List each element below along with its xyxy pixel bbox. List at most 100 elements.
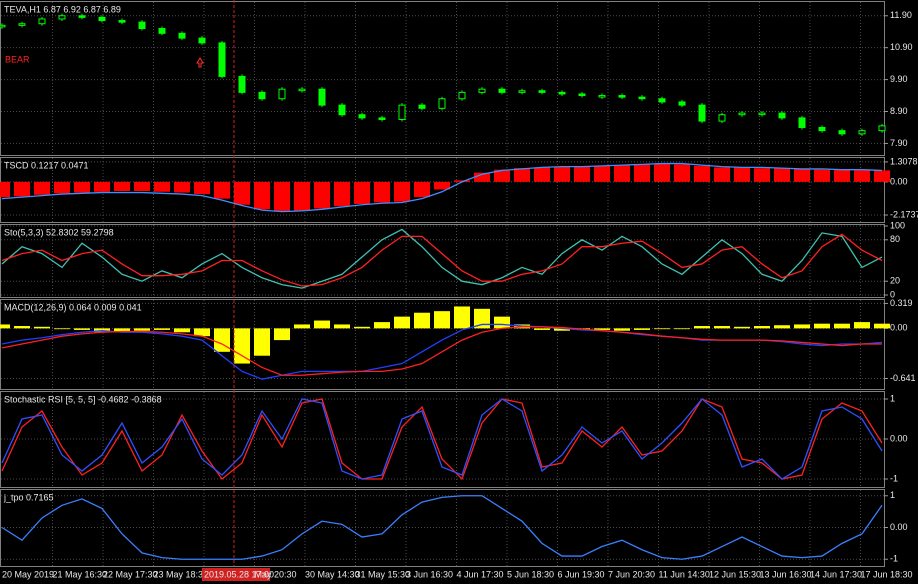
- bar: [294, 324, 310, 329]
- bar: [774, 325, 790, 329]
- x-tick-label: 22 May 17:30: [103, 569, 158, 579]
- x-tick-label: 4 Jun 17:30: [457, 569, 504, 579]
- x-label-highlight: [202, 568, 270, 581]
- candle: [358, 114, 366, 119]
- candle: [378, 117, 386, 120]
- y-tick-label: 7.90: [890, 138, 908, 148]
- bar: [674, 164, 690, 182]
- bar: [274, 328, 290, 341]
- bar: [314, 181, 330, 209]
- bar: [394, 181, 410, 202]
- candle: [58, 15, 66, 20]
- bar: [354, 326, 370, 329]
- candle: [238, 75, 246, 93]
- y-tick-label: 20: [890, 276, 900, 286]
- pane-frame: [0, 224, 885, 298]
- bar: [694, 326, 710, 329]
- bar: [454, 306, 470, 329]
- candle: [158, 28, 166, 34]
- candle: [538, 90, 546, 93]
- y-tick-label: 0.319: [890, 298, 913, 308]
- pane-title: TSCD 0.1217 0.0471: [4, 160, 89, 170]
- candle: [578, 93, 586, 97]
- bar: [794, 324, 810, 329]
- bar: [474, 172, 490, 182]
- bar: [814, 169, 830, 182]
- bar: [714, 326, 730, 329]
- line: [1, 228, 883, 289]
- candle: [398, 104, 406, 120]
- bar: [854, 322, 870, 329]
- candle: [418, 104, 426, 109]
- bar: [334, 324, 350, 329]
- bar: [154, 328, 170, 330]
- bar: [654, 328, 670, 330]
- bar: [34, 326, 50, 329]
- candle: [438, 98, 446, 109]
- candle: [598, 95, 606, 98]
- bar: [414, 181, 430, 198]
- candle: [778, 112, 786, 119]
- candle: [858, 130, 866, 135]
- candle: [718, 114, 726, 122]
- x-tick-label: May 20:30: [255, 569, 297, 579]
- x-tick-label: 2019.05.28 17:00: [204, 569, 274, 579]
- candle: [498, 88, 506, 93]
- bar: [834, 323, 850, 329]
- bar: [194, 181, 210, 195]
- pane-title: MACD(12,26,9) 0.064 0.009 0.041: [4, 302, 142, 312]
- bar: [354, 181, 370, 204]
- bar: [74, 328, 90, 330]
- bar: [674, 328, 690, 330]
- x-tick-label: 14 Jun 17:30: [810, 569, 862, 579]
- candle: [558, 91, 566, 95]
- bar: [474, 308, 490, 329]
- bar: [74, 181, 90, 193]
- candle: [318, 88, 326, 106]
- y-tick-label: -2.1737: [890, 209, 918, 219]
- bar: [634, 164, 650, 182]
- y-tick-label: 80: [890, 234, 900, 244]
- bar: [94, 181, 110, 192]
- line: [1, 398, 883, 481]
- candle: [0, 24, 6, 28]
- bar: [834, 169, 850, 182]
- bar: [854, 170, 870, 182]
- x-tick-label: 30 May 14:30: [305, 569, 360, 579]
- bar: [54, 181, 70, 194]
- pane-title: Sto(5,3,3) 52.8302 59.2798: [4, 227, 114, 237]
- bar: [434, 311, 450, 329]
- bear-arrow: [196, 57, 204, 68]
- bar: [114, 328, 130, 333]
- bar: [54, 328, 70, 330]
- bar: [734, 326, 750, 329]
- bar: [434, 181, 450, 190]
- candle: [458, 91, 466, 100]
- y-tick-label: -0.641: [890, 373, 916, 383]
- bar: [634, 328, 650, 330]
- candle: [818, 126, 826, 132]
- x-tick-label: 6 Jun 19:30: [558, 569, 605, 579]
- bar: [214, 328, 230, 352]
- bar: [734, 167, 750, 182]
- bar: [334, 181, 350, 207]
- x-tick-label: 12 Jun 15:30: [709, 569, 761, 579]
- bar: [614, 328, 630, 331]
- pane-frame: [0, 1, 885, 156]
- x-tick-label: 20 May 2019: [2, 569, 54, 579]
- candle: [698, 104, 706, 122]
- bar: [394, 316, 410, 329]
- bar: [454, 180, 470, 182]
- bar: [154, 181, 170, 192]
- y-tick-label: 8.90: [890, 106, 908, 116]
- candle: [78, 15, 86, 18]
- bar: [314, 320, 330, 329]
- bar: [614, 165, 630, 182]
- y-tick-label: -1: [890, 473, 898, 483]
- candle: [838, 130, 846, 135]
- bar: [374, 322, 390, 329]
- bar: [574, 166, 590, 182]
- bar: [794, 168, 810, 182]
